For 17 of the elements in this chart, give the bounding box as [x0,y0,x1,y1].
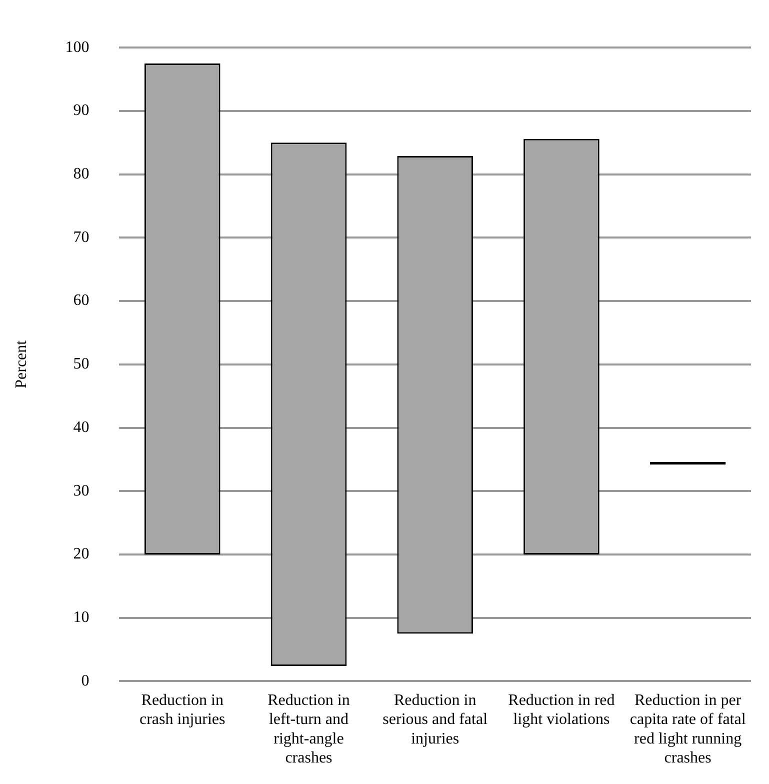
y-tick-label: 70 [73,228,90,246]
x-tick-label: Reduction in left-turn and right-angle crashes [268,692,350,767]
y-tick-label: 20 [73,546,90,563]
y-tick-label: 80 [73,166,90,183]
x-tick-label: Reduction in crash injuries [140,692,226,728]
y-tick-label: 90 [73,102,90,120]
y-tick-label: 30 [73,482,90,500]
y-axis-title: Percent [12,340,30,388]
y-tick-label: 0 [81,672,90,690]
x-tick-label: Reduction in per capita rate of fatal red light running crashes [630,692,746,767]
y-tick-label: 100 [65,38,90,56]
x-tick-label: Reduction in serious and fatal injuries [382,692,488,748]
y-tick-label: 60 [73,292,90,310]
x-tick-label: Reduction in red light violations [508,692,615,728]
y-tick-label: 40 [73,418,90,436]
y-tick-label: 10 [73,609,90,626]
y-tick-label: 50 [73,356,90,373]
